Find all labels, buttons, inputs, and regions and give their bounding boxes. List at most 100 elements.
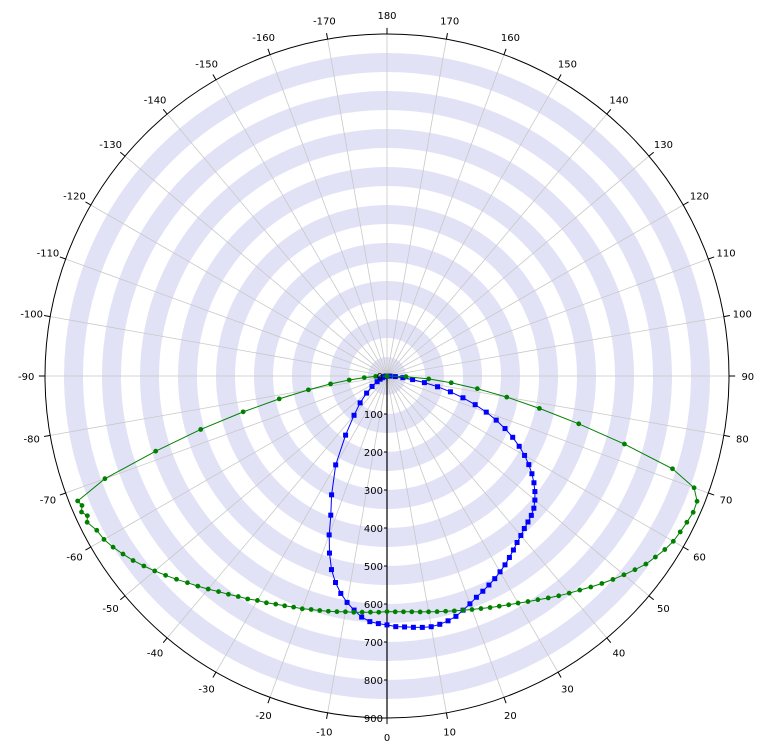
data-point [384, 373, 390, 379]
data-point [101, 537, 107, 542]
data-point [374, 379, 380, 385]
angle-tick-label: -30 [198, 684, 214, 695]
angle-tick-label: -130 [99, 140, 122, 151]
angle-tick-mark [267, 48, 271, 55]
angle-tick-label: -80 [23, 435, 39, 446]
angle-gridline [386, 155, 650, 377]
data-point [492, 576, 498, 582]
data-point [453, 613, 459, 619]
angle-gridline [269, 54, 388, 377]
data-point [643, 561, 649, 567]
angle-gridline [386, 204, 684, 377]
data-point [691, 485, 697, 491]
data-point [351, 412, 357, 418]
data-point [417, 609, 423, 615]
angle-tick-mark [648, 151, 655, 157]
angle-tick-mark [119, 595, 126, 601]
data-point [514, 539, 520, 545]
angle-gridline [386, 39, 447, 377]
data-point [690, 509, 696, 515]
angle-tick-mark [119, 151, 126, 157]
data-point [368, 609, 373, 615]
data-point [216, 589, 221, 594]
angle-tick-label: 110 [717, 249, 736, 260]
series-blue [326, 373, 538, 630]
angle-tick-label: -160 [252, 33, 275, 44]
angle-gridline [386, 375, 709, 494]
data-point [473, 594, 479, 600]
angle-tick-mark [606, 637, 612, 644]
data-point [226, 591, 231, 597]
data-point [577, 587, 583, 593]
angle-gridline [215, 375, 388, 673]
data-point [357, 400, 363, 406]
angle-tick-label: 30 [561, 684, 574, 695]
data-point [141, 563, 147, 569]
angle-tick-label: 40 [613, 648, 626, 659]
data-point [364, 390, 370, 396]
data-point [506, 554, 512, 560]
angle-tick-mark [708, 492, 715, 496]
data-point [299, 606, 305, 612]
data-point [235, 594, 241, 599]
data-point [435, 384, 441, 390]
data-point [375, 621, 381, 627]
angle-gridline [386, 375, 505, 698]
data-point [518, 533, 524, 539]
angle-tick-label: 120 [690, 192, 709, 203]
data-point [443, 608, 449, 614]
angle-tick-mark [723, 315, 730, 318]
angle-tick-label: 80 [736, 435, 749, 446]
data-point [510, 434, 516, 440]
angle-gridline [386, 316, 724, 377]
data-point [392, 609, 398, 615]
data-point [308, 607, 314, 612]
data-point [447, 389, 453, 395]
data-point [502, 426, 508, 432]
data-point [599, 581, 605, 586]
data-point [369, 383, 375, 389]
angle-gridline [386, 375, 650, 597]
data-point [400, 375, 406, 381]
angle-tick-label: 150 [558, 60, 577, 71]
data-point [359, 614, 365, 620]
radial-tick-labels: 0 100 200 300 400 500 600 700 800 900 [364, 372, 383, 725]
data-point [130, 558, 136, 563]
angle-tick-label: -90 [18, 372, 34, 383]
angle-tick-mark [326, 712, 329, 719]
data-point [469, 607, 475, 612]
data-point [264, 600, 269, 606]
data-point [75, 498, 81, 504]
angle-gridline [386, 258, 709, 377]
angle-tick-label: -10 [316, 727, 332, 738]
angle-tick-label: 90 [741, 372, 754, 383]
angle-tick-mark [162, 108, 168, 115]
data-point [426, 609, 431, 615]
angle-gridline [124, 155, 388, 377]
angle-tick-labels: 180 1701601501401301201101009080706050403… [18, 11, 754, 744]
angle-tick-label: -100 [20, 309, 43, 320]
angle-tick-label: 140 [609, 96, 628, 107]
data-point [434, 609, 440, 615]
data-point [525, 519, 531, 525]
angle-tick-label: -40 [147, 648, 163, 659]
angle-gridline [386, 54, 505, 377]
data-point [240, 409, 246, 415]
data-point [198, 427, 204, 432]
angle-tick-label: -70 [40, 495, 56, 506]
data-point [670, 466, 675, 472]
data-point [486, 582, 492, 588]
angle-gridline [166, 113, 388, 377]
angle-tick-mark [503, 697, 507, 704]
data-point [79, 509, 84, 515]
data-point [361, 375, 367, 380]
angle-tick-mark [85, 201, 92, 206]
data-point [448, 380, 454, 386]
angle-tick-label: 50 [657, 604, 670, 615]
data-point [653, 554, 658, 560]
data-point [556, 593, 562, 599]
angle-tick-label: 60 [693, 552, 706, 563]
data-point [367, 619, 373, 625]
data-point [515, 600, 521, 606]
